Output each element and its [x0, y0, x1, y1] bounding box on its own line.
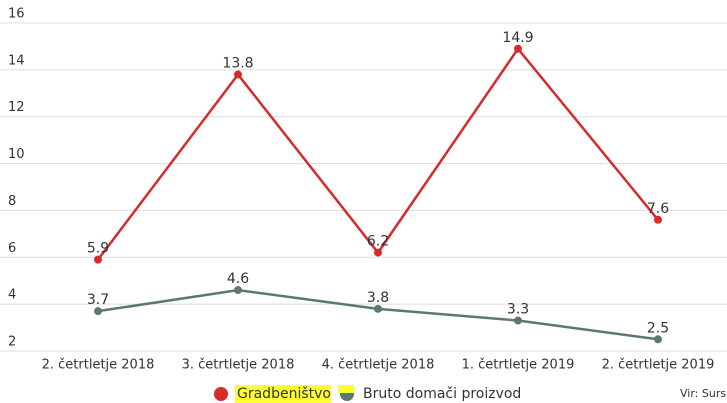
- data-label: 14.9: [502, 30, 533, 46]
- y-tick-label: 8: [8, 194, 16, 209]
- y-tick-label: 12: [8, 100, 25, 115]
- point: [374, 248, 382, 257]
- data-label: 3.8: [367, 290, 389, 306]
- point: [654, 215, 662, 224]
- data-label: 3.7: [87, 292, 109, 308]
- highlight: [338, 385, 354, 393]
- series-line: [97, 46, 659, 261]
- point: [234, 286, 242, 295]
- point: [234, 70, 242, 79]
- point: [374, 304, 382, 313]
- x-tick-label: 4. četrtletje 2018: [322, 358, 435, 373]
- data-label: 4.6: [227, 271, 249, 287]
- data-label: 5.9: [87, 241, 109, 257]
- legend-label: Gradbeništvo: [237, 386, 331, 402]
- point: [94, 255, 102, 264]
- source: Vir: Surs: [680, 387, 726, 400]
- point: [654, 335, 662, 344]
- data-label: 2.5: [647, 320, 669, 336]
- y-tick-label: 6: [8, 241, 16, 256]
- data-label: 13.8: [222, 56, 253, 72]
- y-tick-label: 10: [8, 147, 25, 162]
- x-tick-label: 2. četrtletje 2019: [602, 358, 715, 373]
- x-tick-label: 3. četrtletje 2018: [182, 358, 295, 373]
- data-label: 6.2: [367, 234, 389, 250]
- y-tick-label: 14: [8, 53, 25, 68]
- legend-marker: [214, 387, 228, 401]
- point: [94, 307, 102, 316]
- y-tick-label: 2: [8, 335, 16, 350]
- point: [514, 44, 522, 53]
- legend-label: Bruto domači proizvod: [363, 386, 521, 402]
- y-tick-label: 16: [8, 7, 25, 22]
- y-tick-label: 4: [8, 288, 16, 303]
- x-tick-label: 2. četrtletje 2018: [42, 358, 155, 373]
- point: [514, 316, 522, 325]
- highlight: [235, 385, 331, 403]
- data-label: 3.3: [507, 302, 529, 318]
- data-label: 7.6: [647, 201, 669, 217]
- x-tick-label: 1. četrtletje 2019: [462, 358, 575, 373]
